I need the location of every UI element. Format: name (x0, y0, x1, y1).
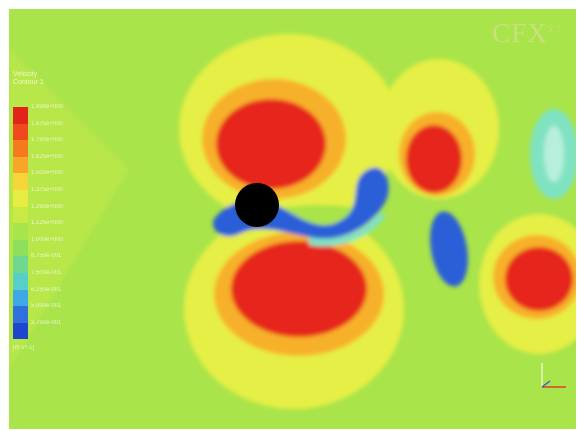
legend-level-label: 1.999e+000 (31, 104, 63, 110)
red-lobe-bottom (231, 241, 367, 337)
flow-visualization: CFX5.7 Velocity Contour 1 1.999e+000 1.87… (9, 9, 576, 429)
axis-triad-icon (541, 363, 566, 388)
legend-level-label: 5.000e-001 (31, 303, 62, 310)
legend-subtitle: Contour 1 (13, 79, 44, 86)
legend-level-label: 1.000e+000 (31, 236, 63, 243)
legend-swatch (13, 107, 28, 124)
legend-level-label: 1.500e+000 (31, 170, 63, 177)
cfx-logo: CFX5.7 (492, 18, 562, 48)
cyan-wake-edge (309, 211, 385, 247)
velocity-contour-field (9, 9, 576, 429)
legend-level-label: 1.625e+000 (31, 153, 63, 160)
legend-title: Velocity (13, 71, 38, 78)
legend-level-label: 1.125e+000 (31, 220, 63, 227)
legend-swatch (13, 206, 28, 224)
legend-swatch (13, 289, 28, 307)
legend-swatch (13, 223, 28, 240)
legend-color-bar: 1.999e+000 1.875e+000 1.750e+000 1.625e+000… (13, 104, 63, 351)
red-lobe-right (406, 125, 462, 193)
legend-level-label: 1.750e+000 (31, 137, 63, 144)
color-legend: Velocity Contour 1 1.999e+000 1.875e+000 1… (13, 71, 103, 351)
blue-blob-right (430, 211, 468, 287)
red-lobe-top (216, 99, 326, 189)
legend-swatch (13, 189, 28, 207)
legend-swatch (13, 156, 28, 174)
upstream-light-wedge (9, 49, 129, 369)
legend-level-label: 6.250e-001 (31, 286, 62, 293)
legend-swatch (13, 123, 28, 141)
legend-swatch (13, 239, 28, 257)
legend-swatch (13, 173, 28, 190)
legend-swatch (13, 322, 28, 340)
legend-level-label: 7.500e-001 (31, 270, 62, 276)
cyan-core-far-right (544, 126, 564, 182)
legend-level-label: 3.750e-001 (31, 319, 62, 326)
legend-level-label: 1.250e+000 (31, 203, 63, 210)
legend-level-label: 1.875e+000 (31, 120, 63, 127)
cylinder-shape (235, 183, 279, 227)
legend-units: [m s^-1] (13, 345, 35, 352)
legend-swatch (13, 256, 28, 273)
legend-swatch (13, 272, 28, 290)
legend-swatch (13, 306, 28, 323)
legend-level-label: 1.375e+000 (31, 187, 63, 193)
red-lobe-far-right (505, 247, 573, 311)
legend-level-label: 8.750e-001 (31, 253, 62, 260)
legend-swatch (13, 140, 28, 157)
